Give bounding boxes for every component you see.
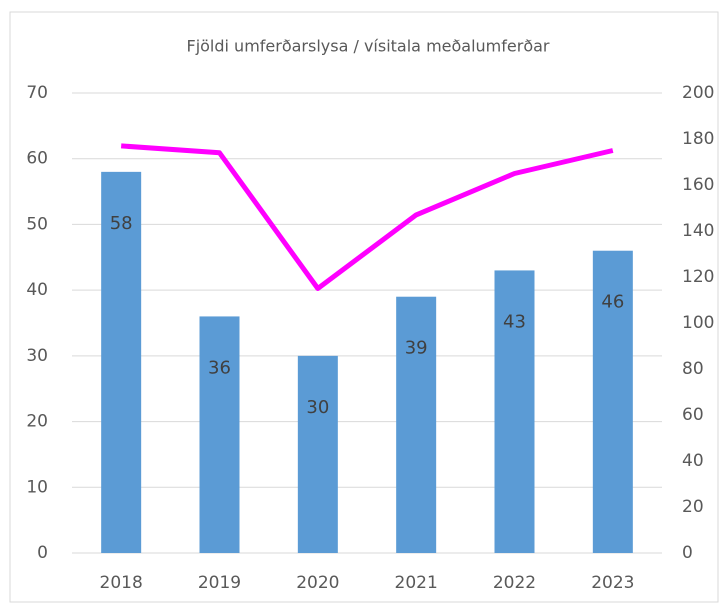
y2-tick-label: 140 [682, 221, 714, 241]
y2-tick-label: 0 [682, 543, 693, 563]
y2-tick-label: 120 [682, 267, 714, 287]
bar [101, 171, 142, 553]
y2-tick-label: 160 [682, 175, 714, 195]
data-label: 58 [110, 213, 133, 234]
chart-title: Fjöldi umferðarslysa / vísitala meðalumf… [186, 37, 549, 56]
bar [199, 316, 240, 553]
bar [494, 270, 535, 553]
y-tick-label: 20 [26, 412, 48, 432]
bar [297, 355, 338, 553]
x-tick-label: 2023 [591, 573, 634, 593]
y2-tick-label: 100 [682, 313, 714, 333]
y-tick-label: 50 [26, 214, 48, 234]
data-label: 30 [306, 397, 329, 418]
x-tick-label: 2021 [395, 573, 438, 593]
x-tick-label: 2022 [493, 573, 536, 593]
line [120, 143, 614, 291]
data-label: 46 [601, 292, 624, 313]
data-label: 39 [405, 338, 428, 359]
bar [592, 250, 633, 553]
bar [396, 296, 437, 553]
y-tick-label: 40 [26, 280, 48, 300]
y-tick-label: 70 [26, 83, 48, 103]
y-tick-label: 30 [26, 346, 48, 366]
y-tick-label: 10 [26, 477, 48, 497]
data-label: 43 [503, 311, 526, 332]
x-tick-label: 2018 [100, 573, 143, 593]
y2-tick-label: 20 [682, 497, 704, 517]
x-tick-label: 2020 [296, 573, 339, 593]
data-label: 36 [208, 357, 231, 378]
y2-tick-label: 200 [682, 83, 714, 103]
y-tick-label: 60 [26, 149, 48, 169]
x-tick-label: 2019 [198, 573, 241, 593]
y-tick-label: 0 [37, 543, 48, 563]
y2-tick-label: 180 [682, 129, 714, 149]
y2-tick-label: 40 [682, 451, 704, 471]
y2-tick-label: 80 [682, 359, 704, 379]
y2-tick-label: 60 [682, 405, 704, 425]
